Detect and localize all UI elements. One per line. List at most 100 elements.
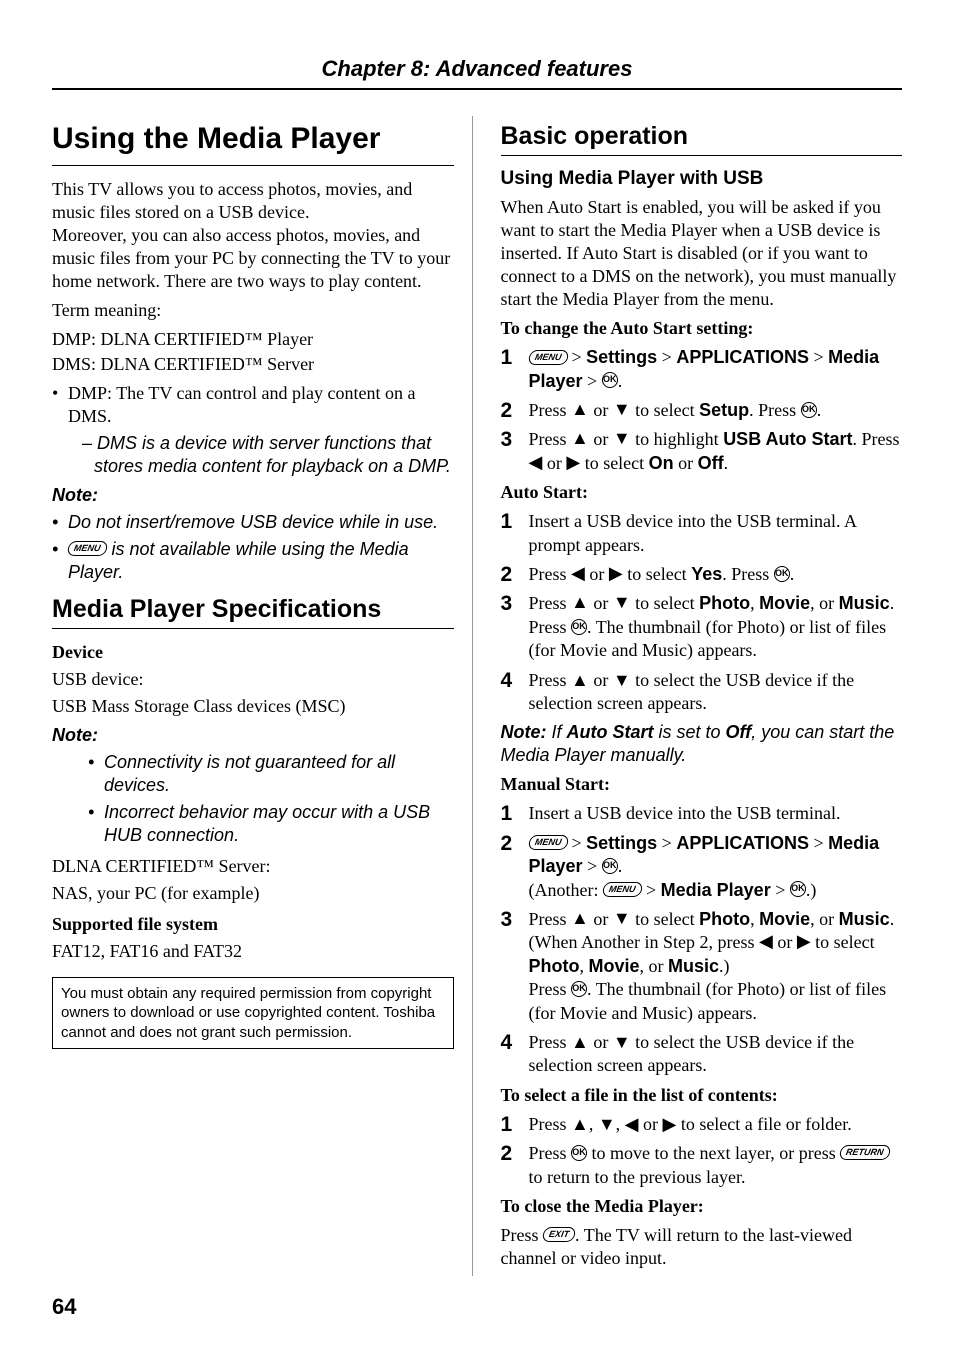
note-label: Note: (501, 722, 547, 742)
ok-icon: OK (571, 981, 587, 997)
two-column-layout: Using the Media Player This TV allows yo… (52, 116, 902, 1276)
off-word: Off (698, 453, 724, 473)
left-icon: ◀ (759, 930, 773, 953)
specs-note-2: Incorrect behavior may occur with a USB … (88, 801, 454, 847)
fs-value: FAT12, FAT16 and FAT32 (52, 940, 454, 963)
exit-icon: EXIT (542, 1227, 577, 1242)
device-label: Device (52, 641, 454, 664)
up-icon: ▲ (571, 427, 589, 450)
right-icon: ▶ (797, 930, 811, 953)
usb-msc: USB Mass Storage Class devices (MSC) (52, 695, 454, 718)
left-column: Using the Media Player This TV allows yo… (52, 116, 473, 1276)
setup-word: Setup (699, 400, 749, 420)
ok-icon: OK (571, 619, 587, 635)
ok-icon: OK (602, 858, 618, 874)
movie-word: Movie (759, 909, 810, 929)
note-label: Note: (52, 484, 454, 507)
ok-icon: OK (571, 1145, 587, 1161)
section-rule (52, 165, 454, 166)
manual-step-4: Press ▲ or ▼ to select the USB device if… (501, 1031, 903, 1078)
note-off: Off (726, 722, 752, 742)
photo-word: Photo (699, 593, 750, 613)
auto-start-steps: Insert a USB device into the USB termina… (501, 510, 903, 715)
menu-icon: MENU (67, 541, 108, 556)
ok-icon: OK (774, 566, 790, 582)
sel-step-1: Press ▲, ▼, ◀ or ▶ to select a file or f… (501, 1113, 903, 1136)
path-settings: Settings (586, 833, 657, 853)
right-column: Basic operation Using Media Player with … (497, 116, 903, 1276)
note-1: Do not insert/remove USB device while in… (52, 511, 454, 534)
term-dms: DMS: DLNA CERTIFIED™ Server (52, 353, 454, 376)
music-word: Music (839, 909, 890, 929)
photo-word: Photo (529, 956, 580, 976)
change-step-2: Press ▲ or ▼ to select Setup. Press OK. (501, 399, 903, 422)
dlna-server-value: NAS, your PC (for example) (52, 882, 454, 905)
close-body: Press EXIT. The TV will return to the la… (501, 1224, 903, 1270)
dmp-dash-sub: – DMS is a device with server functions … (82, 432, 454, 478)
fs-label: Supported file system (52, 913, 454, 936)
note-2-text: is not available while using the Media P… (68, 539, 409, 582)
up-icon: ▲ (571, 591, 589, 614)
page-number: 64 (52, 1294, 76, 1320)
manual-step-3: Press ▲ or ▼ to select Photo, Movie, or … (501, 908, 903, 1025)
note-list: Do not insert/remove USB device while in… (52, 511, 454, 584)
dmp-bullet: DMP: The TV can control and play content… (52, 382, 454, 428)
usb-subheading: Using Media Player with USB (501, 168, 903, 190)
select-file-steps: Press ▲, ▼, ◀ or ▶ to select a file or f… (501, 1113, 903, 1189)
path-settings: Settings (586, 347, 657, 367)
dlna-server-label: DLNA CERTIFIED™ Server: (52, 855, 454, 878)
auto-step-2: Press ◀ or ▶ to select Yes. Press OK. (501, 563, 903, 586)
term-dmp: DMP: DLNA CERTIFIED™ Player (52, 328, 454, 351)
auto-step-1: Insert a USB device into the USB termina… (501, 510, 903, 557)
ok-icon: OK (790, 881, 806, 897)
sel-step-2: Press OK to move to the next layer, or p… (501, 1142, 903, 1189)
return-icon: RETURN (839, 1145, 891, 1160)
note-2: MENU is not available while using the Me… (52, 538, 454, 584)
path-apps: APPLICATIONS (676, 347, 809, 367)
movie-word: Movie (759, 593, 810, 613)
down-icon: ▼ (613, 427, 631, 450)
right-icon: ▶ (566, 451, 580, 474)
auto-note: Note: If Auto Start is set to Off, you c… (501, 721, 903, 767)
permission-box: You must obtain any required permission … (52, 977, 454, 1050)
basic-op-rule (501, 155, 903, 156)
down-icon: ▼ (613, 591, 631, 614)
usb-intro: When Auto Start is enabled, you will be … (501, 196, 903, 311)
select-file-label: To select a file in the list of contents… (501, 1084, 903, 1107)
specs-note-list: Connectivity is not guaranteed for all d… (88, 751, 454, 847)
specs-heading: Media Player Specifications (52, 595, 454, 624)
another-pre: (Another: (529, 880, 603, 900)
down-icon: ▼ (613, 907, 631, 930)
usb-device: USB device: (52, 668, 454, 691)
left-icon: ◀ (571, 562, 585, 585)
manual-step-1: Insert a USB device into the USB termina… (501, 802, 903, 825)
note-text-b: is set to (654, 722, 726, 742)
basic-op-heading: Basic operation (501, 122, 903, 151)
page: Chapter 8: Advanced features Using the M… (0, 0, 954, 1354)
menu-icon: MENU (527, 835, 568, 850)
movie-word: Movie (589, 956, 640, 976)
ok-icon: OK (602, 372, 618, 388)
another-mp: Media Player (661, 880, 771, 900)
note-auto-start: Auto Start (567, 722, 654, 742)
chapter-rule (52, 88, 902, 90)
auto-step-3: Press ▲ or ▼ to select Photo, Movie, or … (501, 592, 903, 662)
music-word: Music (668, 956, 719, 976)
up-icon: ▲ (571, 907, 589, 930)
intro-para: This TV allows you to access photos, mov… (52, 178, 454, 293)
close-label: To close the Media Player: (501, 1195, 903, 1218)
dmp-bullet-list: DMP: The TV can control and play content… (52, 382, 454, 428)
ok-icon: OK (801, 402, 817, 418)
change-step-3: Press ▲ or ▼ to highlight USB Auto Start… (501, 428, 903, 475)
left-icon: ◀ (529, 451, 543, 474)
section-heading-media-player: Using the Media Player (52, 122, 454, 155)
specs-note-1: Connectivity is not guaranteed for all d… (88, 751, 454, 797)
manual-start-label: Manual Start: (501, 773, 903, 796)
on-word: On (649, 453, 674, 473)
auto-step-4: Press ▲ or ▼ to select the USB device if… (501, 669, 903, 716)
change-auto-label: To change the Auto Start setting: (501, 317, 903, 340)
change-step-1: MENU > Settings > APPLICATIONS > Media P… (501, 346, 903, 393)
note-text-a: If (547, 722, 567, 742)
auto-start-label: Auto Start: (501, 481, 903, 504)
manual-steps: Insert a USB device into the USB termina… (501, 802, 903, 1077)
